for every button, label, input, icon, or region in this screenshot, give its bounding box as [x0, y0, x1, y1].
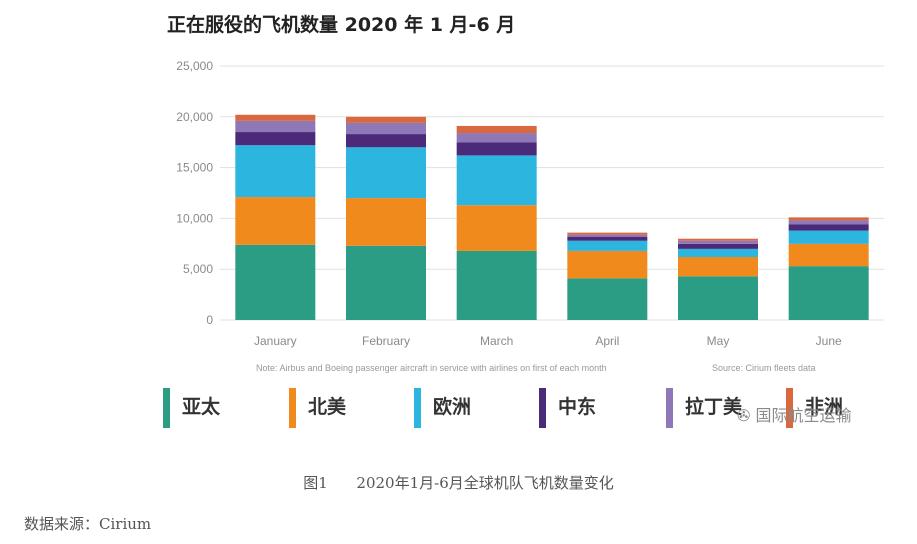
bar-segment: [346, 147, 426, 199]
data-source: 数据来源：Cirium: [24, 515, 152, 533]
bar-segment: [678, 257, 758, 277]
legend-swatch: [666, 388, 673, 428]
bar-segment: [346, 116, 426, 123]
bar-segment: [346, 134, 426, 148]
bar-segment: [456, 155, 537, 206]
x-tick-label: June: [816, 334, 842, 348]
bar-segment: [235, 114, 316, 121]
y-tick-label: 25,000: [176, 59, 213, 73]
bar-segment: [678, 240, 758, 244]
bar-segment: [678, 238, 758, 241]
bar-segment: [788, 217, 869, 221]
bar-segment: [678, 276, 758, 320]
legend-label: 拉丁美: [685, 395, 743, 418]
bar-segment: [788, 220, 869, 225]
bar-segment: [456, 250, 537, 320]
bar-segment: [788, 230, 869, 244]
legend-label: 欧洲: [433, 395, 471, 418]
legend-label: 亚太: [182, 395, 221, 418]
bar-segment: [346, 198, 426, 246]
bar-segment: [567, 240, 648, 251]
bar-segment: [235, 120, 316, 133]
bar-segment: [456, 142, 537, 156]
bar-segment: [567, 236, 648, 241]
legend-label: 非洲: [805, 396, 843, 418]
y-tick-label: 15,000: [176, 161, 213, 175]
x-tick-label: January: [254, 334, 297, 348]
bar-segment: [567, 234, 648, 237]
bar-segment: [235, 145, 316, 198]
bar-segment: [456, 133, 537, 143]
bar-segment: [346, 245, 426, 320]
bar-segment: [235, 244, 316, 320]
wechat-icon: ✇: [737, 406, 751, 425]
bar-segment: [235, 197, 316, 245]
legend-label: 北美: [308, 395, 347, 418]
legend-swatch: [786, 388, 793, 428]
bar-segment: [346, 122, 426, 135]
y-tick-label: 0: [206, 313, 213, 327]
legend-swatch: [163, 388, 170, 428]
bar-segment: [567, 250, 648, 279]
stacked-bar-chart: 0 5,000 10,000 15,000 20,000 25,000 January Fe…: [163, 59, 884, 428]
bar-segment: [456, 125, 537, 134]
chart-title: 正在服役的飞机数量 2020 年 1 月-6 月: [167, 14, 516, 36]
watermark: ✇ 国际航空运输: [737, 402, 852, 426]
legend-swatch: [539, 388, 546, 428]
bar-segment: [678, 243, 758, 249]
bar-segment: [788, 243, 869, 267]
y-tick-label: 10,000: [176, 211, 213, 225]
figure-caption: 图1 2020年1月-6月全球机队飞机数量变化: [303, 474, 614, 492]
bar-segment: [678, 248, 758, 258]
y-tick-label: 5,000: [183, 262, 213, 276]
legend-swatch: [414, 388, 421, 428]
bar-segment: [456, 205, 537, 251]
bar-segment: [788, 224, 869, 231]
bar-segment: [235, 132, 316, 146]
watermark-text: 国际航空运输: [755, 406, 852, 425]
bar-segment: [788, 266, 869, 320]
x-tick-label: April: [595, 334, 619, 348]
x-tick-label: May: [707, 334, 730, 348]
bar-segment: [567, 278, 648, 320]
chart-note: Note: Airbus and Boeing passenger aircra…: [256, 363, 607, 373]
bar-segment: [567, 232, 648, 235]
x-tick-label: March: [480, 334, 513, 348]
x-tick-label: February: [362, 334, 410, 348]
chart-source-note: Source: Cirium fleets data: [712, 363, 816, 373]
legend-swatch: [289, 388, 296, 428]
y-tick-label: 20,000: [176, 110, 213, 124]
legend-label: 中东: [558, 395, 596, 418]
